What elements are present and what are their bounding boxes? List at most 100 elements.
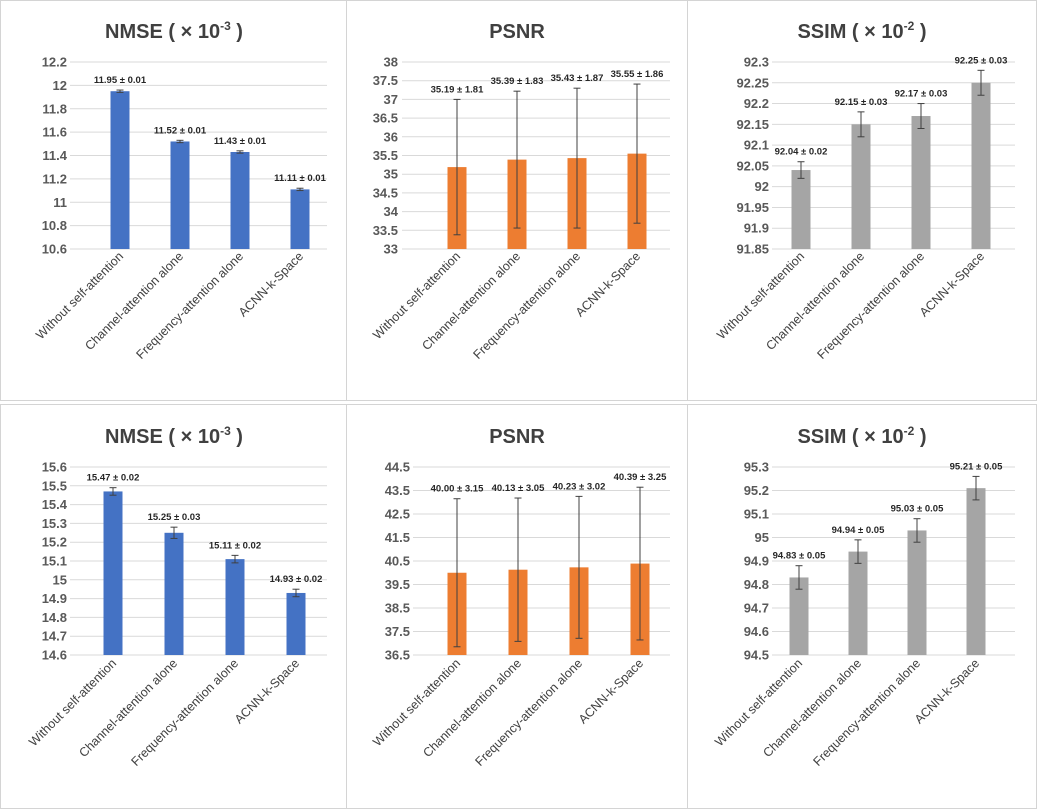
y-tick-label: 94.5	[744, 648, 769, 663]
category-label-acnn-k-space: ACNN-k-Space	[576, 656, 646, 726]
data-label: 15.25 ± 0.03	[148, 512, 201, 523]
y-tick-label: 94.6	[744, 624, 769, 639]
data-label: 92.04 ± 0.02	[775, 147, 828, 158]
chart-title: SSIM ( × 10-2 )	[797, 424, 926, 448]
y-tick-label: 91.85	[736, 242, 769, 257]
data-label: 35.19 ± 1.81	[431, 84, 484, 95]
bar-frequency-attention-alone	[225, 559, 245, 655]
data-label: 35.55 ± 1.86	[611, 69, 664, 80]
y-tick-label: 15.4	[42, 497, 68, 512]
chart-title: PSNR	[489, 21, 545, 43]
category-label-frequency-attention-alone: Frequency-attention alone	[473, 656, 586, 769]
y-tick-label: 92.2	[744, 96, 769, 111]
data-label: 95.03 ± 0.05	[891, 504, 944, 515]
bar-frequency-attention-alone	[230, 151, 250, 249]
chart-ssim-top: SSIM ( × 10-2 ) 91.85 91.9 91.95 92 92.05 92.1…	[714, 19, 1015, 362]
y-tick-label: 15.6	[42, 460, 67, 475]
y-tick-label: 92.1	[744, 138, 769, 153]
y-tick-label: 92.05	[736, 158, 769, 173]
category-label-frequency-attention-alone: Frequency-attention alone	[129, 656, 242, 769]
y-tick-label: 15.1	[42, 554, 67, 569]
chart-psnr-bottom: PSNR 36.5 37.5 38.5 39.5 40.5 41.5 42.5 43.5 44.5…	[370, 426, 670, 769]
chart-title: PSNR	[489, 426, 545, 448]
y-tick-label: 36	[384, 129, 398, 144]
data-label: 15.11 ± 0.02	[209, 540, 261, 551]
data-label: 92.17 ± 0.03	[895, 89, 948, 100]
y-tick-label: 94.9	[744, 554, 769, 569]
data-label: 35.39 ± 1.83	[491, 76, 544, 87]
y-tick-label: 92.3	[744, 55, 769, 70]
y-tick-label: 37.5	[385, 624, 410, 639]
y-tick-label: 40.5	[385, 554, 410, 569]
y-tick-label: 11	[53, 195, 67, 210]
data-label: 35.43 ± 1.87	[551, 73, 604, 84]
y-tick-label: 91.95	[736, 200, 769, 215]
y-tick-label: 15.3	[42, 516, 67, 531]
category-label-channel-attention-alone: Channel-attention alone	[763, 249, 867, 353]
bar-channel-attention-alone	[851, 124, 871, 249]
y-tick-label: 92.15	[736, 117, 769, 132]
y-tick-label: 41.5	[385, 530, 410, 545]
y-tick-label: 11.6	[42, 125, 67, 140]
y-tick-label: 35.5	[373, 148, 398, 163]
data-label: 40.00 ± 3.15	[431, 484, 484, 495]
bar-acnn-k-space	[290, 189, 310, 249]
y-tick-label: 14.9	[42, 591, 67, 606]
category-label-channel-attention-alone: Channel-attention alone	[760, 656, 864, 760]
y-tick-label: 95.2	[744, 483, 769, 498]
bar-without-self-attention	[791, 170, 811, 249]
data-label: 11.43 ± 0.01	[214, 136, 267, 147]
y-tick-label: 14.6	[42, 648, 67, 663]
y-tick-label: 10.8	[42, 218, 67, 233]
y-tick-label: 12	[53, 78, 67, 93]
y-tick-label: 44.5	[385, 460, 410, 475]
y-tick-label: 38.5	[385, 601, 410, 616]
category-label-acnn-k-space: ACNN-k-Space	[232, 656, 302, 726]
data-label: 92.15 ± 0.03	[835, 97, 888, 108]
bar-without-self-attention	[103, 491, 123, 655]
chart-title: NMSE ( × 10-3 )	[105, 19, 243, 43]
y-tick-label: 33.5	[373, 223, 398, 238]
y-tick-label: 10.6	[42, 242, 67, 257]
data-label: 15.47 ± 0.02	[87, 473, 140, 484]
y-tick-label: 14.7	[42, 629, 67, 644]
chart-title: SSIM ( × 10-2 )	[797, 19, 926, 43]
y-tick-label: 35	[384, 167, 398, 182]
y-tick-label: 92.25	[736, 75, 769, 90]
y-tick-label: 15.5	[42, 478, 67, 493]
y-tick-label: 15.2	[42, 535, 67, 550]
category-label-acnn-k-space: ACNN-k-Space	[917, 249, 987, 319]
y-tick-label: 94.7	[744, 601, 769, 616]
y-tick-label: 14.8	[42, 610, 67, 625]
bar-without-self-attention	[110, 91, 130, 249]
bar-acnn-k-space	[286, 592, 306, 655]
data-label: 11.11 ± 0.01	[274, 173, 326, 184]
y-tick-label: 15	[53, 572, 67, 587]
y-tick-label: 12.2	[42, 55, 67, 70]
y-tick-label: 11.2	[42, 171, 67, 186]
y-tick-label: 34	[384, 204, 399, 219]
y-tick-label: 34.5	[373, 185, 398, 200]
y-tick-label: 37	[384, 92, 398, 107]
category-label-frequency-attention-alone: Frequency-attention alone	[471, 249, 584, 362]
category-label-acnn-k-space: ACNN-k-Space	[236, 249, 306, 319]
bar-without-self-attention	[789, 577, 809, 655]
category-label-frequency-attention-alone: Frequency-attention alone	[811, 656, 924, 769]
y-tick-label: 11.4	[42, 148, 67, 163]
chart-nmse-top: NMSE ( × 10-3 ) 10.6 10.8 11 11.2 11.4 11.6 11.…	[33, 19, 327, 362]
y-tick-label: 11.8	[42, 101, 67, 116]
y-tick-label: 91.9	[744, 221, 769, 236]
y-tick-label: 43.5	[385, 483, 410, 498]
data-label: 11.95 ± 0.01	[94, 75, 147, 86]
data-label: 14.93 ± 0.02	[270, 574, 323, 585]
data-label: 11.52 ± 0.01	[154, 125, 207, 136]
category-label-frequency-attention-alone: Frequency-attention alone	[815, 249, 928, 362]
chart-ssim-bottom: SSIM ( × 10-2 ) 94.5 94.6 94.7 94.8 94.9 95 95.…	[712, 424, 1015, 769]
data-label: 92.25 ± 0.03	[955, 55, 1008, 66]
y-tick-label: 95	[755, 530, 769, 545]
data-label: 40.23 ± 3.02	[553, 481, 606, 492]
y-tick-label: 42.5	[385, 507, 410, 522]
data-label: 40.39 ± 3.25	[614, 472, 667, 483]
chart-nmse-bottom: NMSE ( × 10-3 ) 14.6 14.7 14.8 14.9 15 15.1 15.…	[26, 424, 327, 769]
category-label-channel-attention-alone: Channel-attention alone	[420, 656, 524, 760]
